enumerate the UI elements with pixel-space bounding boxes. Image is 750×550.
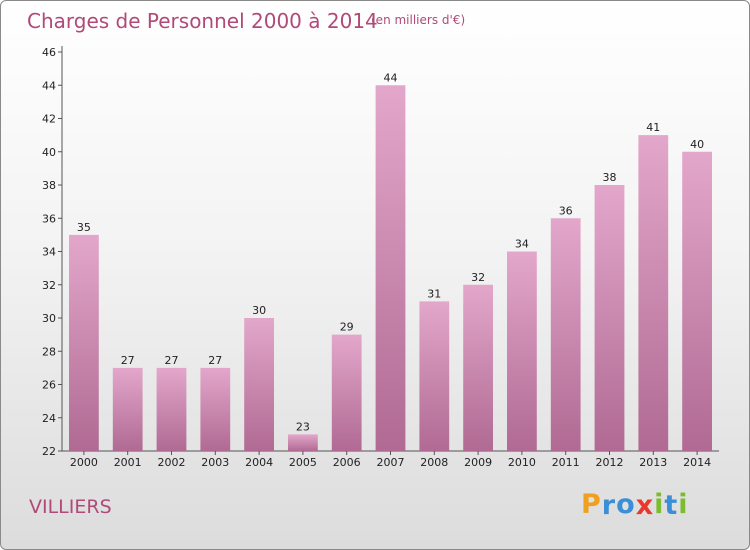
bar-value-label: 38 <box>603 171 617 184</box>
x-tick-label: 2000 <box>70 456 98 469</box>
x-tick-label: 2005 <box>289 456 317 469</box>
bar-value-label: 29 <box>340 321 354 334</box>
bar <box>156 367 187 451</box>
logo-letter: i <box>678 489 689 520</box>
x-tick-label: 2012 <box>596 456 624 469</box>
bar-value-label: 27 <box>208 354 222 367</box>
y-tick-label: 36 <box>42 212 56 225</box>
bar-value-label: 32 <box>471 271 485 284</box>
logo-letter: x <box>635 490 655 521</box>
x-tick-label: 2006 <box>333 456 361 469</box>
bar-value-label: 31 <box>427 287 441 300</box>
y-tick-label: 24 <box>42 412 56 425</box>
bar-value-label: 30 <box>252 304 266 317</box>
bar-value-label: 23 <box>296 420 310 433</box>
y-tick-label: 38 <box>42 179 56 192</box>
x-tick-label: 2009 <box>464 456 492 469</box>
x-tick-label: 2011 <box>552 456 580 469</box>
y-tick-label: 42 <box>42 113 56 126</box>
bar <box>594 185 625 451</box>
bar-value-label: 27 <box>121 354 135 367</box>
bar <box>200 367 231 451</box>
bar <box>288 434 318 451</box>
x-tick-label: 2014 <box>683 456 711 469</box>
logo-letter: t <box>664 490 679 521</box>
y-tick-label: 40 <box>42 146 56 159</box>
x-tick-label: 2001 <box>114 456 142 469</box>
y-tick-label: 30 <box>42 312 56 325</box>
bar-value-label: 40 <box>690 138 704 151</box>
bars: 35 27 27 27 30 23 29 44 31 32 34 36 38 41 40 <box>69 71 712 451</box>
bar <box>112 367 143 451</box>
bar <box>69 234 99 451</box>
y-tick-label: 34 <box>42 246 56 259</box>
proxiti-logo: Proxiti <box>581 489 689 521</box>
chart-unit: (en milliers d'€) <box>371 13 466 27</box>
x-tick-label: 2007 <box>377 456 405 469</box>
bar <box>463 284 493 451</box>
x-tick-label: 2013 <box>639 456 667 469</box>
bar <box>331 334 362 451</box>
bar-value-label: 27 <box>165 354 179 367</box>
x-tick-label: 2003 <box>201 456 229 469</box>
bar <box>550 218 581 451</box>
y-tick-label: 32 <box>42 279 56 292</box>
x-tick-label: 2002 <box>158 456 186 469</box>
logo-letter: i <box>654 489 665 520</box>
y-tick-label: 22 <box>42 445 56 458</box>
logo-letter: P <box>581 489 602 520</box>
logo-letter: r <box>601 490 617 521</box>
logo-letter: o <box>616 489 636 520</box>
bar <box>682 151 712 451</box>
x-tick-label: 2004 <box>245 456 273 469</box>
bar <box>375 85 406 451</box>
place-name: VILLIERS <box>29 496 112 518</box>
bar-value-label: 35 <box>77 221 91 234</box>
y-tick-label: 44 <box>42 79 56 92</box>
bar-value-label: 34 <box>515 238 529 251</box>
bar-value-label: 41 <box>646 121 660 134</box>
bar-value-label: 36 <box>559 204 573 217</box>
chart-title: Charges de Personnel 2000 à 2014 <box>27 9 378 33</box>
bar <box>638 135 669 451</box>
x-tick-label: 2010 <box>508 456 536 469</box>
bar <box>507 251 537 451</box>
y-tick-label: 28 <box>42 345 56 358</box>
bar <box>244 318 274 451</box>
y-tick-label: 46 <box>42 46 56 59</box>
bar-value-label: 44 <box>384 71 398 84</box>
x-axis: 2000 2001 2002 2003 2004 2005 2006 2007 2008 2009… <box>62 450 719 469</box>
y-axis: 22 24 26 28 30 32 34 36 38 40 42 44 46 <box>42 46 63 458</box>
y-tick-label: 26 <box>42 379 56 392</box>
bar <box>419 301 450 451</box>
x-tick-label: 2008 <box>420 456 448 469</box>
